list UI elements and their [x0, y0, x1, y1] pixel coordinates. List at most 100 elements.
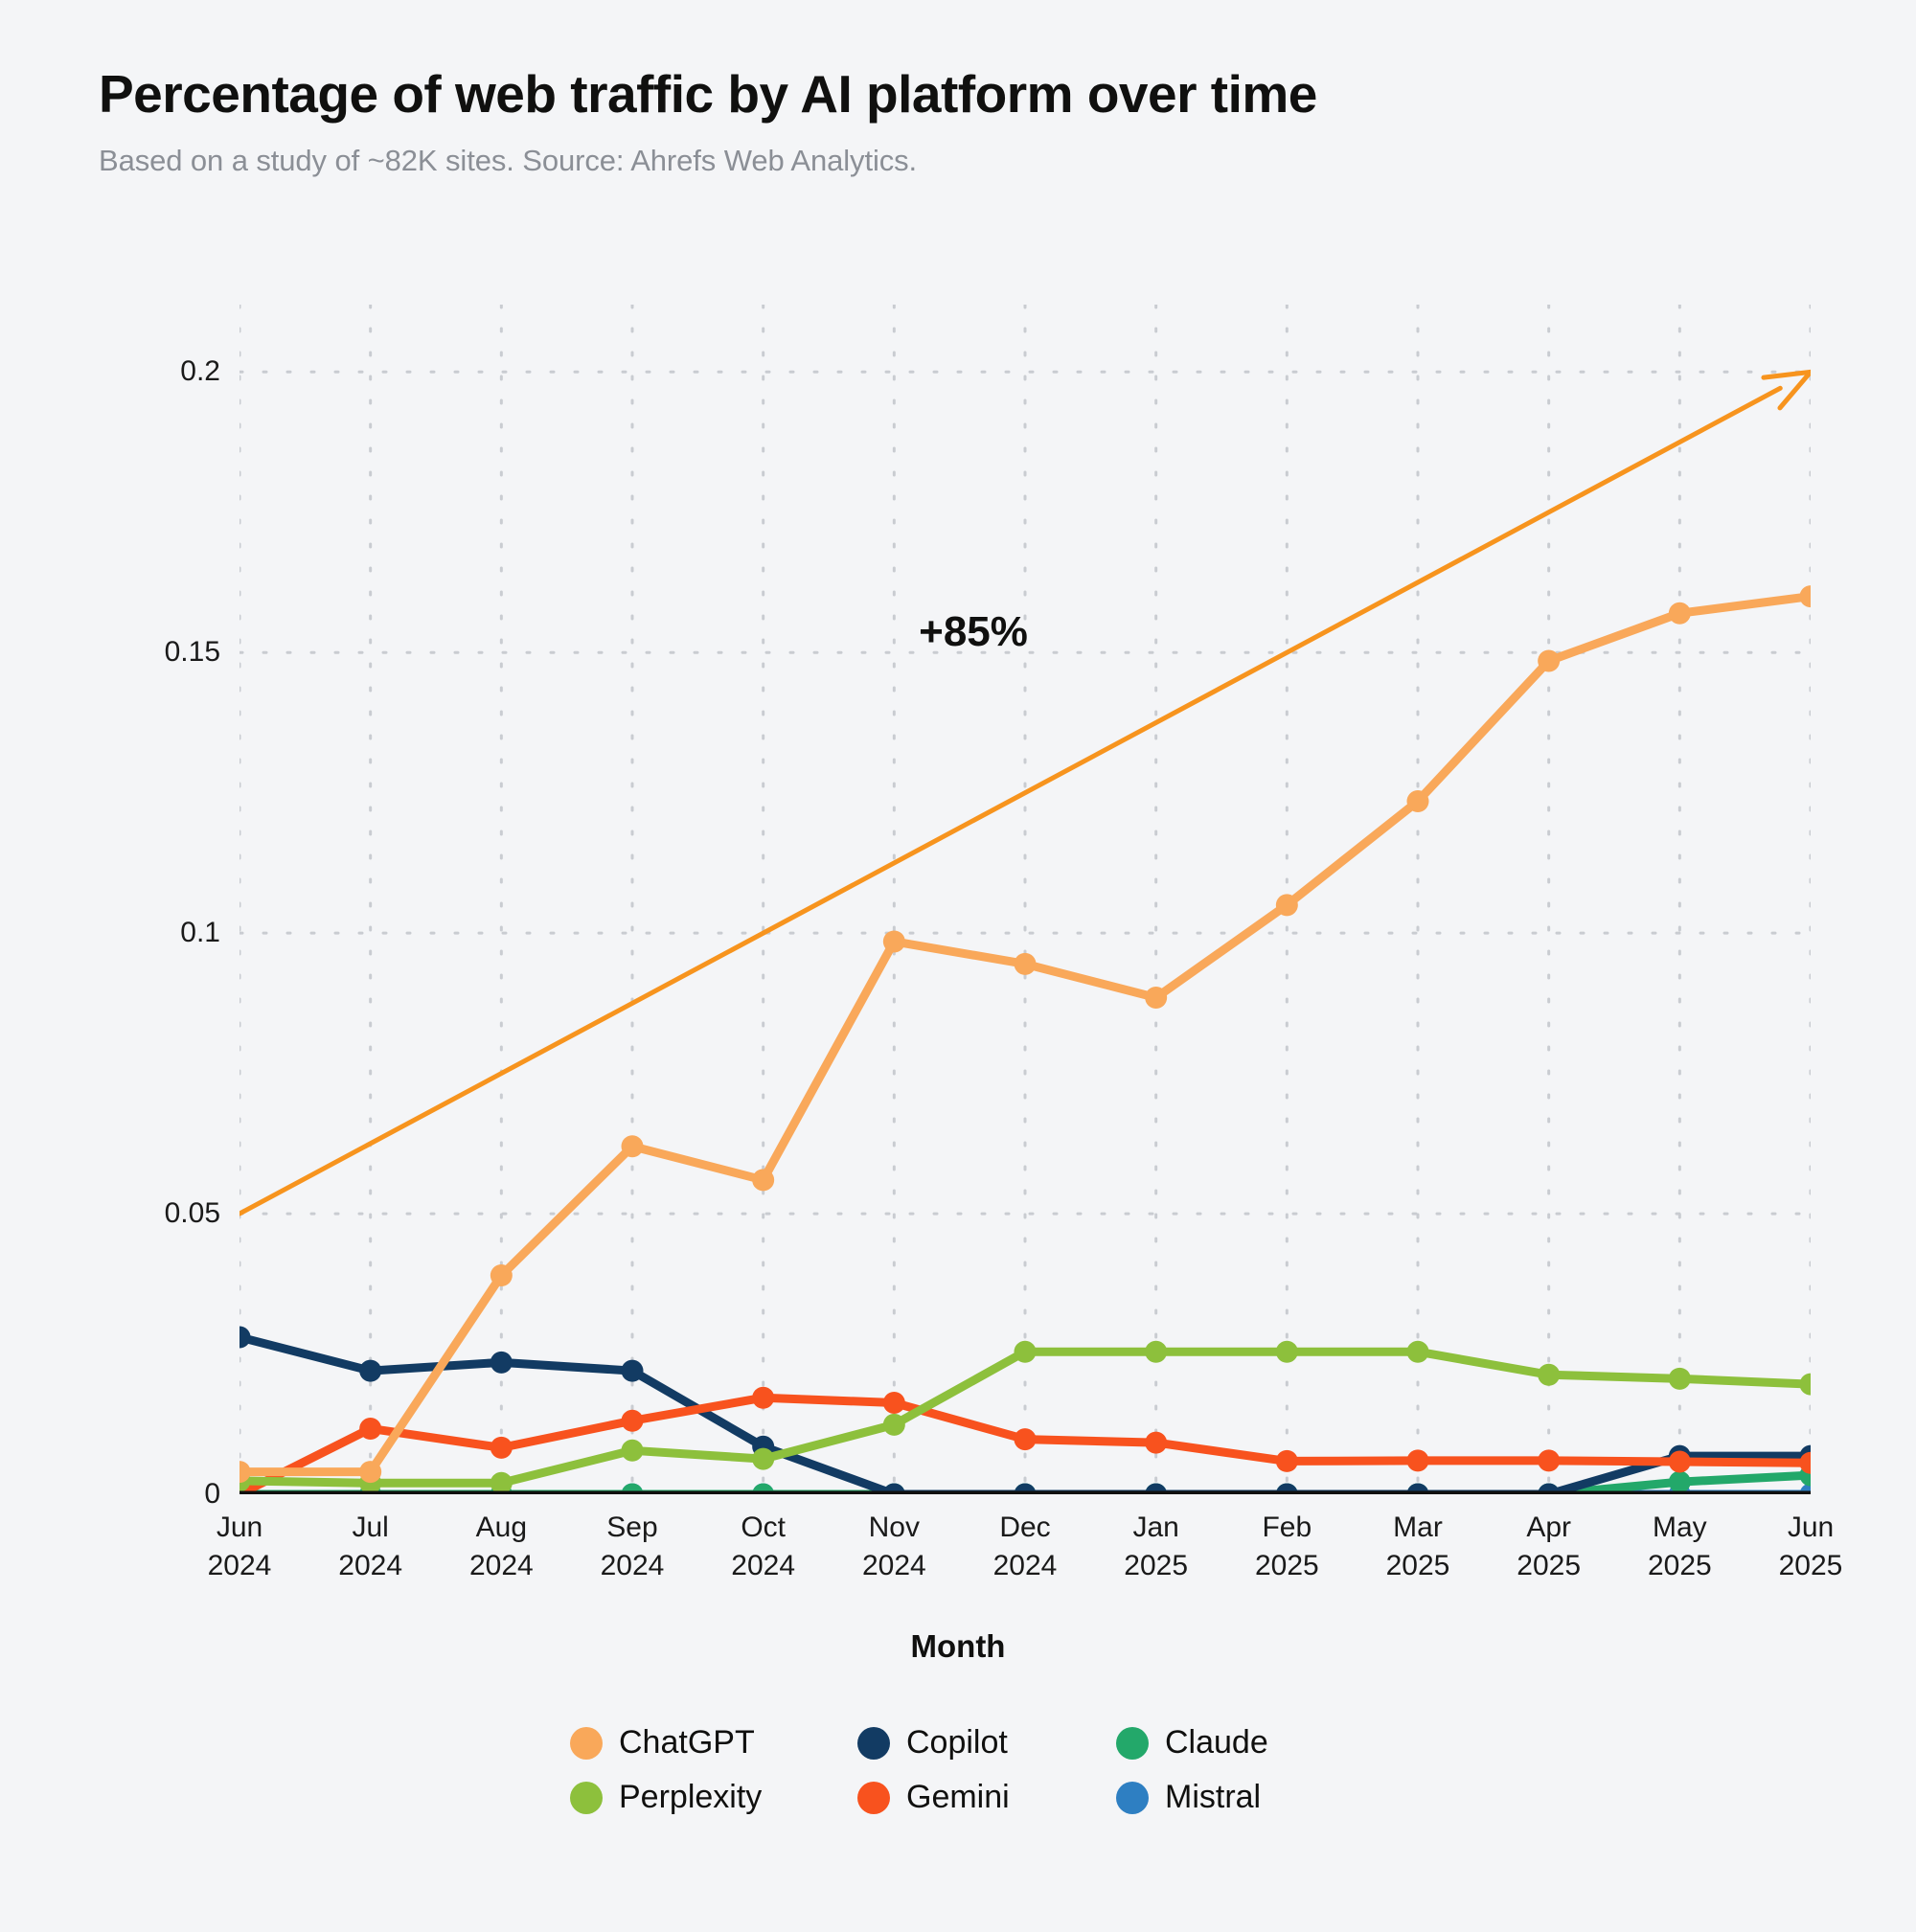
x-tick-label-line: Nov [868, 1512, 920, 1543]
x-tick-label: Jan 2025 [1124, 1509, 1188, 1584]
x-tick-label-line: 2025 [1124, 1549, 1189, 1581]
growth-trend-arrow [240, 369, 1811, 1216]
legend-item-chatgpt[interactable]: ChatGPT [570, 1724, 857, 1762]
legend-swatch-icon [857, 1726, 890, 1760]
data-point[interactable] [1275, 1340, 1298, 1363]
data-point[interactable] [1275, 894, 1298, 917]
x-tick-label: Oct 2024 [731, 1509, 795, 1584]
x-tick-label-line: 2025 [1778, 1549, 1843, 1581]
x-tick-label-line: Oct [741, 1512, 786, 1543]
x-tick-label-line: Jun [1787, 1512, 1835, 1543]
legend-swatch-icon [857, 1781, 890, 1814]
data-point[interactable] [240, 1326, 251, 1349]
legend-item-mistral[interactable]: Mistral [1116, 1779, 1346, 1816]
x-tick-label-line: Jul [352, 1512, 389, 1543]
x-tick-label: Feb 2025 [1255, 1509, 1319, 1584]
x-tick-label: Dec 2024 [993, 1509, 1058, 1584]
series-line [240, 592, 1811, 1477]
x-tick-label: Mar 2025 [1386, 1509, 1450, 1584]
data-point[interactable] [1145, 1431, 1168, 1454]
legend-swatch-icon [570, 1781, 603, 1814]
data-point[interactable] [882, 930, 905, 953]
data-point[interactable] [1799, 1373, 1812, 1396]
data-point[interactable] [1145, 987, 1168, 1010]
data-point[interactable] [1406, 789, 1429, 812]
data-point[interactable] [621, 1409, 644, 1432]
data-point[interactable] [490, 1471, 513, 1494]
data-point[interactable] [1668, 1450, 1691, 1473]
data-point[interactable] [1275, 1449, 1298, 1472]
x-tick-label-line: 2025 [1254, 1549, 1319, 1581]
data-point[interactable] [1406, 1449, 1429, 1472]
data-point[interactable] [359, 1461, 382, 1484]
data-point[interactable] [240, 1461, 251, 1484]
x-tick-label: Apr 2025 [1517, 1509, 1581, 1584]
data-point[interactable] [1014, 952, 1037, 975]
legend-item-copilot[interactable]: Copilot [857, 1724, 1116, 1762]
x-tick-label-line: Dec [999, 1512, 1051, 1543]
data-point[interactable] [1538, 649, 1561, 672]
x-tick-label-line: 2025 [1517, 1549, 1582, 1581]
data-point[interactable] [1014, 1340, 1037, 1363]
x-tick-label-line: 2024 [600, 1549, 665, 1581]
legend-label: Perplexity [619, 1779, 763, 1815]
x-tick-label-line: Aug [475, 1512, 528, 1543]
data-point[interactable] [1668, 1367, 1691, 1390]
legend-label: Mistral [1165, 1779, 1262, 1815]
x-tick-label-line: Sep [606, 1512, 658, 1543]
data-point[interactable] [1406, 1340, 1429, 1363]
data-point[interactable] [621, 1359, 644, 1382]
legend-item-perplexity[interactable]: Perplexity [570, 1779, 857, 1816]
data-point[interactable] [1799, 585, 1812, 608]
x-tick-label-line: Jan [1132, 1512, 1179, 1543]
data-point[interactable] [752, 1386, 775, 1409]
y-tick-label: 0.05 [164, 1197, 220, 1230]
legend-item-gemini[interactable]: Gemini [857, 1779, 1116, 1816]
data-point[interactable] [490, 1351, 513, 1374]
data-point[interactable] [1668, 602, 1691, 625]
chart-legend: ChatGPT Copilot Claude Perplexity Gemini Mist… [0, 1724, 1916, 1816]
x-tick-label: Jun 2025 [1779, 1509, 1843, 1584]
data-point[interactable] [621, 1439, 644, 1462]
x-tick-label: May 2025 [1648, 1509, 1712, 1584]
data-point[interactable] [752, 1447, 775, 1470]
data-point[interactable] [1799, 1451, 1812, 1474]
series-chatgpt[interactable] [240, 585, 1812, 1484]
data-point[interactable] [1145, 1340, 1168, 1363]
plot-area [240, 305, 1811, 1494]
data-point[interactable] [359, 1417, 382, 1440]
data-point[interactable] [490, 1436, 513, 1459]
data-point[interactable] [621, 1135, 644, 1158]
data-point[interactable] [1538, 1449, 1561, 1472]
legend-label: Copilot [906, 1724, 1008, 1761]
data-point[interactable] [752, 1169, 775, 1192]
x-tick-label: Jun 2024 [208, 1509, 272, 1584]
data-point[interactable] [882, 1392, 905, 1415]
x-tick-label-line: Feb [1262, 1512, 1312, 1543]
legend-label: Claude [1165, 1724, 1268, 1761]
page-title: Percentage of web traffic by AI platform… [99, 64, 1317, 124]
x-tick-label-line: 2025 [1647, 1549, 1712, 1581]
data-point[interactable] [1538, 1363, 1561, 1386]
legend-swatch-icon [1116, 1726, 1149, 1760]
x-tick-label-line: 2024 [338, 1549, 403, 1581]
data-point[interactable] [1014, 1428, 1037, 1451]
x-tick-label: Aug 2024 [469, 1509, 534, 1584]
y-tick-label: 0.2 [180, 355, 220, 388]
x-tick-label: Sep 2024 [601, 1509, 665, 1584]
x-tick-label-line: Mar [1393, 1512, 1443, 1543]
series-gemini[interactable] [240, 1386, 1812, 1494]
data-point[interactable] [882, 1413, 905, 1436]
data-point[interactable] [359, 1359, 382, 1382]
growth-annotation-label: +85% [919, 608, 1028, 655]
x-axis-title: Month [910, 1628, 1006, 1664]
chart-header: Percentage of web traffic by AI platform… [99, 64, 1852, 178]
legend-item-claude[interactable]: Claude [1116, 1724, 1346, 1762]
legend-swatch-icon [1116, 1781, 1149, 1814]
data-point[interactable] [490, 1264, 513, 1287]
x-tick-label-line: 2024 [861, 1549, 926, 1581]
legend-row: Perplexity Gemini Mistral [570, 1779, 1346, 1816]
data-point[interactable] [1668, 1470, 1691, 1493]
y-tick-label: 0.15 [164, 636, 220, 669]
